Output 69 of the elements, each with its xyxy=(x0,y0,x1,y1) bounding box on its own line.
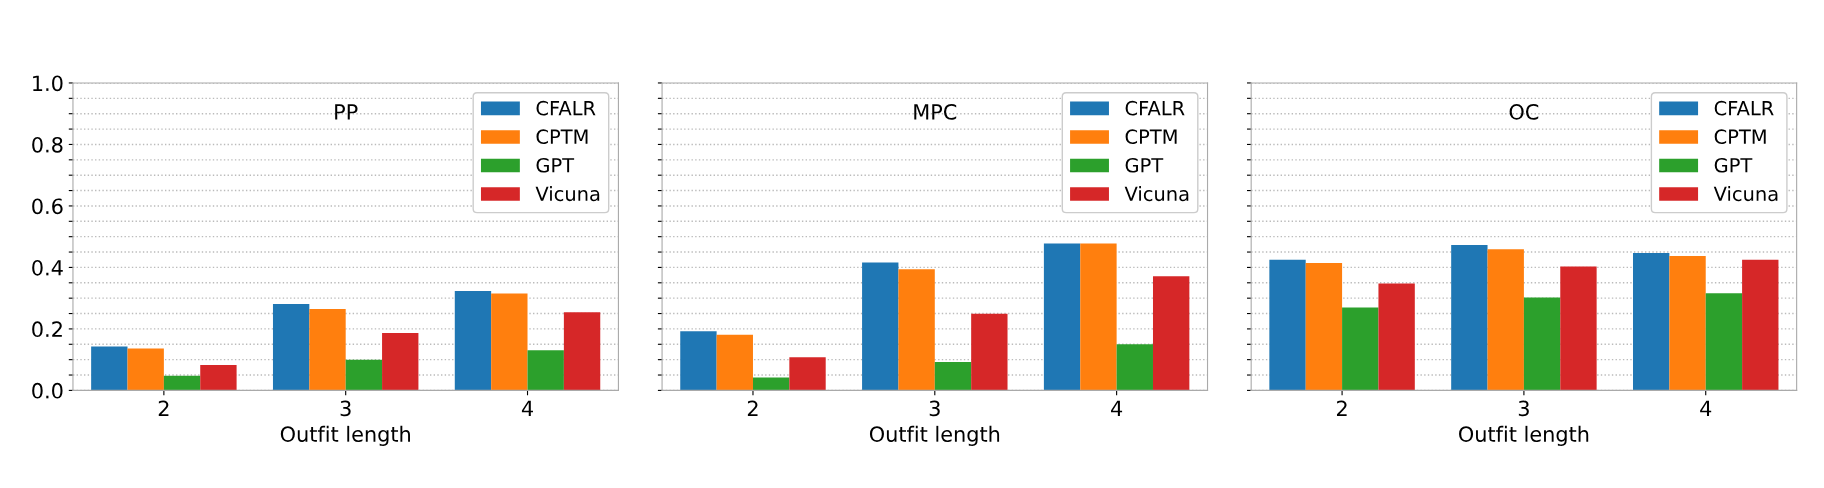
y-tick-label: 0.4 xyxy=(32,259,63,276)
legend-label: Vicuna xyxy=(1124,186,1189,202)
bar xyxy=(789,357,826,391)
bar xyxy=(1116,344,1153,391)
x-tick-label: 2 xyxy=(1336,400,1347,416)
bar xyxy=(898,269,935,391)
bar xyxy=(680,331,717,391)
bar xyxy=(1342,307,1379,391)
bar xyxy=(309,308,346,391)
bar xyxy=(1633,252,1670,391)
legend-label: Vicuna xyxy=(1713,186,1778,202)
legend-label: CPTM xyxy=(536,129,588,145)
bar xyxy=(934,362,972,391)
x-tick-label: 2 xyxy=(747,400,758,416)
bar xyxy=(382,332,419,391)
y-tick-label: 1.0 xyxy=(33,75,63,92)
bar xyxy=(1742,259,1779,391)
y-tick-label: 0.8 xyxy=(32,136,63,153)
bar xyxy=(1487,249,1524,391)
bar xyxy=(1305,263,1343,391)
bar xyxy=(345,359,383,391)
bar xyxy=(91,346,128,391)
bar xyxy=(716,334,753,391)
text: OC xyxy=(1509,103,1539,120)
legend-label: GPT xyxy=(1125,157,1164,173)
text: PP xyxy=(335,104,358,120)
x-tick-label: 4 xyxy=(1111,400,1123,416)
bar xyxy=(1669,256,1706,391)
x-tick-label: 3 xyxy=(929,400,940,417)
bar xyxy=(454,291,492,391)
x-tick-label: 2 xyxy=(158,400,169,416)
x-tick-label: 3 xyxy=(1518,400,1529,417)
bar xyxy=(163,375,201,391)
bar xyxy=(1378,283,1415,391)
legend-label: GPT xyxy=(1714,157,1753,173)
legend-label: CPTM xyxy=(1125,129,1177,145)
y-tick-label: 0.6 xyxy=(32,198,63,215)
y-tick-label: 0.2 xyxy=(32,321,62,338)
legend-label: Vicuna xyxy=(535,186,600,202)
x-axis-title: Outfit length xyxy=(280,425,410,446)
bar xyxy=(1560,266,1597,391)
x-tick-label: 4 xyxy=(521,400,533,416)
bar xyxy=(527,350,564,391)
bar xyxy=(491,293,528,391)
bar xyxy=(1043,243,1081,391)
legend-label: GPT xyxy=(536,157,575,173)
bar xyxy=(1451,244,1488,391)
text: MPC xyxy=(914,103,957,120)
bar xyxy=(971,313,1008,391)
legend-label: CPTM xyxy=(1714,129,1766,145)
bar xyxy=(862,262,899,391)
bar xyxy=(1523,297,1561,391)
legend-label: CFALR xyxy=(536,100,596,116)
bar xyxy=(752,377,790,391)
legend-label: CFALR xyxy=(1125,100,1185,116)
legend-label: CFALR xyxy=(1714,100,1774,116)
bar xyxy=(272,304,310,391)
bar xyxy=(1152,276,1190,391)
bar xyxy=(1080,243,1117,391)
y-tick-label: 0.0 xyxy=(32,382,63,399)
x-axis-title: Outfit length xyxy=(1459,425,1589,446)
bar xyxy=(563,312,601,391)
bar xyxy=(1705,293,1743,391)
bar xyxy=(127,348,164,391)
x-tick-label: 3 xyxy=(340,400,351,417)
x-axis-title: Outfit length xyxy=(869,425,1000,446)
bar xyxy=(1269,259,1306,391)
bar xyxy=(200,364,237,391)
x-tick-label: 4 xyxy=(1700,400,1712,416)
